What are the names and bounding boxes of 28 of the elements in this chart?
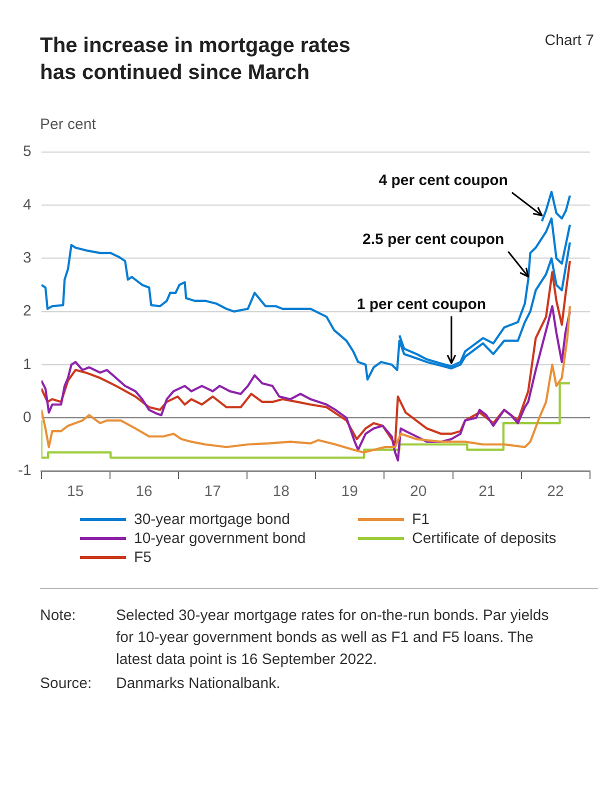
legend-label: 10-year government bond [134,530,306,547]
y-axis-title: Per cent [40,116,97,133]
x-tick-label: 21 [478,483,496,500]
y-tick-label: 5 [22,143,32,160]
y-tick-label: 3 [22,249,32,266]
chart-title: The increase in mortgage rates has continued since March [40,33,352,86]
text: Note: Selected 30-year mortgage rates for on-the-run bonds. Par yields for 10-year government bonds as well as F1 and F5 loans. The latest data point is 16 September 2022. [40,607,549,668]
x-tick-label: 17 [204,483,221,500]
text: Source: Danmarks Nationalbank. [40,675,280,692]
y-tick-label: 4 [22,196,32,214]
legend-label: 30-year mortgage bond [134,511,290,528]
legend-label: Certificate of deposits [412,530,556,547]
x-tick-label: 16 [136,483,152,500]
annotation: 2.5 per cent coupon [362,231,504,248]
x-tick-label: 22 [547,483,564,500]
legend-label: F5 [134,549,152,566]
x-tick-label: 18 [272,483,290,500]
y-tick-label: 2 [22,302,32,320]
y-tick-label: -1 [18,462,32,480]
annotation: 4 per cent coupon [378,172,508,190]
annotation: 1 per cent coupon [356,296,486,313]
x-tick-label: 19 [341,483,358,500]
x-tick-label: 15 [66,483,84,500]
y-tick-label: 0 [22,408,32,426]
x-tick-label: 20 [410,483,427,500]
chart-subtitle: Chart 7 [544,32,594,51]
legend-label: F1 [412,511,430,528]
y-tick-label: 1 [22,356,32,373]
